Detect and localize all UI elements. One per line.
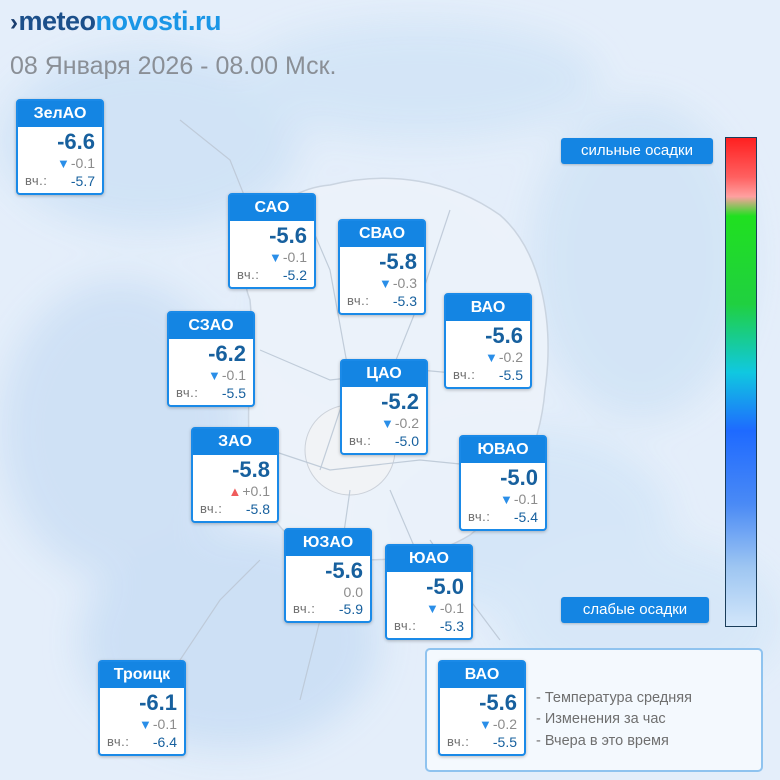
district-card-szao: СЗАО -6.2 ▼-0.1 вч.: -5.5: [167, 311, 255, 407]
district-name: ЮЗАО: [286, 530, 370, 556]
yesterday-value: -6.4: [152, 734, 177, 750]
district-card-zao: ЗАО -5.8 ▲+0.1 вч.: -5.8: [191, 427, 279, 523]
hourly-change: ▼-0.1: [269, 249, 307, 265]
district-name: СЗАО: [169, 313, 253, 339]
hourly-change: ▼-0.2: [479, 716, 517, 732]
yesterday-value: -5.3: [439, 618, 464, 634]
trend-down-icon: ▼: [479, 717, 492, 732]
hourly-change: ▼-0.1: [139, 716, 177, 732]
yesterday-value: -5.9: [338, 601, 363, 617]
temperature-average: -5.6: [269, 223, 307, 248]
hourly-change: ▼-0.1: [208, 367, 246, 383]
yesterday-row: вч.: -5.2: [237, 267, 307, 283]
hourly-change: ▼-0.3: [379, 275, 417, 291]
yesterday-row: вч.: -5.4: [468, 509, 538, 525]
trend-down-icon: ▼: [500, 492, 513, 507]
trend-down-icon: ▼: [269, 250, 282, 265]
hourly-change: ▼-0.2: [485, 349, 523, 365]
heavy-precip-label: сильные осадки: [561, 138, 713, 164]
temperature-average: -5.8: [232, 457, 270, 482]
temperature-average: -5.6: [325, 558, 363, 583]
yesterday-value: -5.8: [245, 501, 270, 517]
yesterday-row: вч.: -5.5: [447, 734, 517, 750]
district-name: ЦАО: [342, 361, 426, 387]
district-name: ЗелАО: [18, 101, 102, 127]
district-name: ЮАО: [387, 546, 471, 572]
temperature-average: -6.1: [139, 690, 177, 715]
yesterday-row: вч.: -5.3: [394, 618, 464, 634]
yesterday-value: -5.4: [513, 509, 538, 525]
precipitation-scale-bar: [725, 137, 757, 627]
hourly-change: ▼-0.1: [426, 600, 464, 616]
yesterday-value: -5.3: [392, 293, 417, 309]
hourly-change: 0.0: [343, 584, 363, 600]
district-name: ВАО: [446, 295, 530, 321]
legend-line-average: - Температура средняя: [536, 690, 692, 706]
district-name: САО: [230, 195, 314, 221]
trend-down-icon: ▼: [208, 368, 221, 383]
trend-down-icon: ▼: [139, 717, 152, 732]
trend-down-icon: ▼: [485, 350, 498, 365]
yesterday-row: вч.: -5.9: [293, 601, 363, 617]
trend-down-icon: ▼: [426, 601, 439, 616]
district-card-vao: ВАО -5.6 ▼-0.2 вч.: -5.5: [444, 293, 532, 389]
district-name: ВАО: [440, 662, 524, 688]
legend-line-change: - Изменения за час: [536, 711, 666, 727]
trend-down-icon: ▼: [379, 276, 392, 291]
yesterday-value: -5.5: [498, 367, 523, 383]
district-card-yuao: ЮАО -5.0 ▼-0.1 вч.: -5.3: [385, 544, 473, 640]
yesterday-row: вч.: -5.5: [176, 385, 246, 401]
district-name: СВАО: [340, 221, 424, 247]
yesterday-value: -5.5: [492, 734, 517, 750]
forecast-date: 08 Января 2026 - 08.00 Мск.: [10, 52, 337, 80]
temperature-average: -5.0: [500, 465, 538, 490]
yesterday-value: -5.5: [221, 385, 246, 401]
hourly-change: ▲+0.1: [228, 483, 270, 499]
yesterday-value: -5.7: [70, 173, 95, 189]
trend-down-icon: ▼: [57, 156, 70, 171]
temperature-average: -6.6: [57, 129, 95, 154]
light-precip-label: слабые осадки: [561, 597, 709, 623]
logo-text-novosti: novosti.ru: [95, 6, 222, 36]
yesterday-row: вч.: -5.7: [25, 173, 95, 189]
yesterday-value: -5.0: [394, 433, 419, 449]
legend-example-card: ВАО -5.6 ▼-0.2 вч.: -5.5: [438, 660, 526, 756]
temperature-average: -5.8: [379, 249, 417, 274]
district-card-yuvao: ЮВАО -5.0 ▼-0.1 вч.: -5.4: [459, 435, 547, 531]
temperature-average: -5.0: [426, 574, 464, 599]
temperature-average: -6.2: [208, 341, 246, 366]
logo-text-meteo: meteo: [18, 6, 97, 36]
temperature-average: -5.6: [479, 690, 517, 715]
district-card-troitsk: Троицк -6.1 ▼-0.1 вч.: -6.4: [98, 660, 186, 756]
legend-line-yesterday: - Вчера в это время: [536, 733, 669, 749]
hourly-change: ▼-0.1: [57, 155, 95, 171]
temperature-average: -5.6: [485, 323, 523, 348]
yesterday-value: -5.2: [282, 267, 307, 283]
district-name: Троицк: [100, 662, 184, 688]
district-card-yuzao: ЮЗАО -5.6 0.0 вч.: -5.9: [284, 528, 372, 623]
district-card-zelao: ЗелАО -6.6 ▼-0.1 вч.: -5.7: [16, 99, 104, 195]
hourly-change: ▼-0.2: [381, 415, 419, 431]
district-name: ЗАО: [193, 429, 277, 455]
yesterday-row: вч.: -5.8: [200, 501, 270, 517]
district-card-cao: ЦАО -5.2 ▼-0.2 вч.: -5.0: [340, 359, 428, 455]
temperature-average: -5.2: [381, 389, 419, 414]
trend-down-icon: ▼: [381, 416, 394, 431]
yesterday-row: вч.: -5.3: [347, 293, 417, 309]
district-name: ЮВАО: [461, 437, 545, 463]
district-card-svao: СВАО -5.8 ▼-0.3 вч.: -5.3: [338, 219, 426, 315]
yesterday-row: вч.: -5.0: [349, 433, 419, 449]
district-card-sao: САО -5.6 ▼-0.1 вч.: -5.2: [228, 193, 316, 289]
hourly-change: ▼-0.1: [500, 491, 538, 507]
logo-mark-icon: ›: [10, 9, 18, 36]
yesterday-row: вч.: -5.5: [453, 367, 523, 383]
trend-up-icon: ▲: [228, 484, 242, 499]
yesterday-row: вч.: -6.4: [107, 734, 177, 750]
site-logo[interactable]: ›meteonovosti.ru: [10, 6, 222, 37]
